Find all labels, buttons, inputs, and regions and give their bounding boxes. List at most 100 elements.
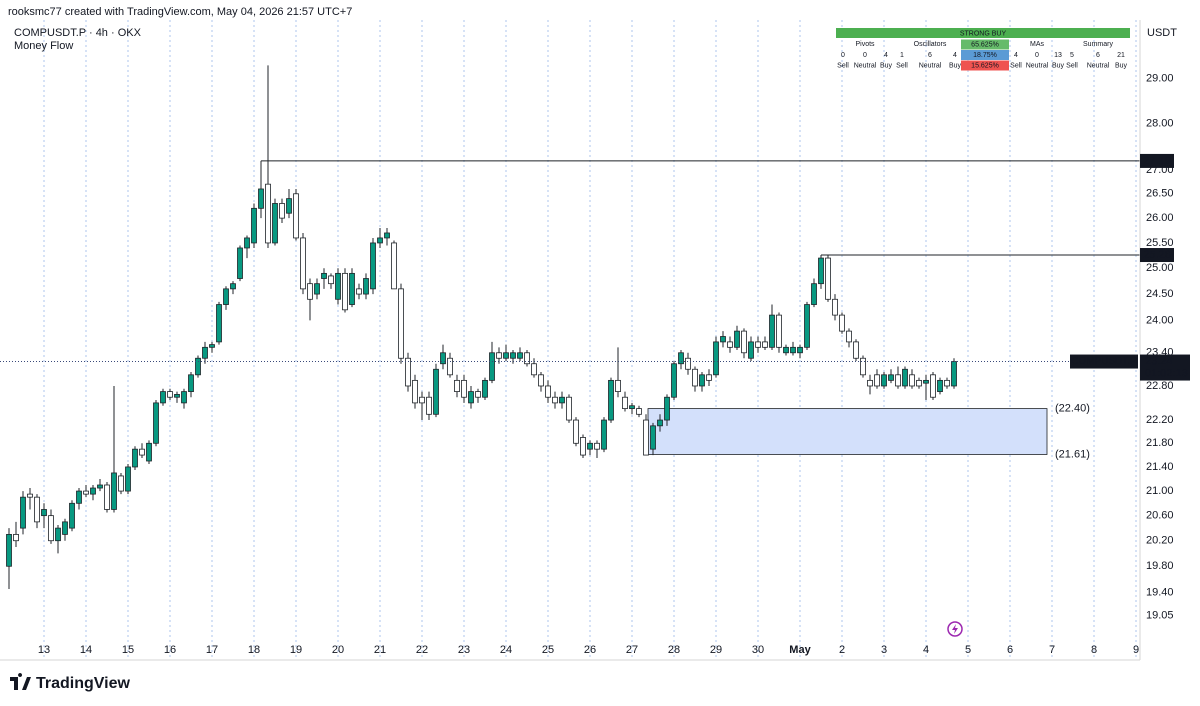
candle-body [531, 363, 537, 376]
candle-body [97, 484, 103, 489]
candle [552, 391, 558, 409]
countdown: 01:02:13 [1145, 367, 1188, 379]
candle-body [916, 379, 922, 387]
candle [272, 198, 278, 246]
candle [209, 341, 215, 353]
x-tick-label: 17 [206, 644, 218, 656]
rating-count: 4 [953, 52, 957, 59]
candle-body [636, 408, 642, 415]
candle-body [230, 283, 236, 290]
candle [202, 341, 208, 364]
candle-body [202, 346, 208, 359]
candle-body [209, 344, 215, 348]
candle [622, 391, 628, 412]
candle-body [160, 391, 166, 404]
candle-body [657, 419, 663, 427]
symbol-label: COMPUSDT.P [1071, 356, 1137, 367]
candle [664, 394, 670, 426]
candle [398, 283, 404, 364]
x-tick-label: 4 [923, 644, 929, 656]
candle [853, 339, 859, 361]
candle-body [391, 242, 397, 290]
candle-body [174, 394, 180, 398]
x-tick-label: 15 [122, 644, 134, 656]
candle-body [748, 341, 754, 359]
candle-body [706, 374, 712, 381]
candle [251, 203, 257, 248]
candle-body [384, 232, 390, 239]
candle [804, 301, 810, 351]
candle-body [629, 405, 635, 409]
candle [734, 325, 740, 351]
candle [818, 255, 824, 289]
candle-body [839, 314, 845, 332]
candle-body [538, 374, 544, 387]
rating-count: 4 [884, 52, 888, 59]
candle-body [307, 283, 313, 300]
candle-body [447, 357, 453, 376]
candle [349, 268, 355, 308]
rating-label: Neutral [854, 62, 877, 69]
candle-body [300, 237, 306, 290]
candle-body [237, 247, 243, 279]
candle [811, 278, 817, 308]
candle [153, 400, 159, 447]
y-tick-label: 22.80 [1146, 380, 1174, 392]
candle [657, 414, 663, 432]
rating-percent-cell [961, 50, 1009, 60]
candle-body [356, 288, 362, 295]
y-tick-label: 20.60 [1146, 510, 1174, 522]
candle [559, 391, 565, 409]
candle [720, 331, 726, 348]
candle-body [55, 527, 61, 542]
candle [391, 240, 397, 290]
candle-body [258, 188, 264, 209]
candle [678, 350, 684, 370]
candle [328, 273, 334, 289]
candle-body [923, 379, 929, 384]
candle [713, 336, 719, 378]
y-tick-label: 24.00 [1146, 314, 1174, 326]
candle-body [335, 272, 341, 300]
candle [412, 374, 418, 409]
y-tick-label: 26.00 [1146, 212, 1174, 224]
candle-body [622, 396, 628, 409]
candle-body [671, 363, 677, 398]
candle [538, 372, 544, 392]
x-tick-label: 22 [416, 644, 428, 656]
candle [461, 374, 467, 403]
x-tick-label: 23 [458, 644, 470, 656]
rating-percent: 65.625% [971, 41, 999, 48]
rating-label: Sell [1010, 62, 1022, 69]
price-tag [1140, 354, 1190, 381]
candle [650, 422, 656, 456]
zone-label: (22.40) [1055, 402, 1090, 414]
candle [97, 478, 103, 492]
candle-body [34, 496, 40, 523]
y-tick-label: 19.80 [1146, 560, 1174, 572]
candle-body [223, 288, 229, 305]
candle [692, 366, 698, 392]
candle-body [440, 352, 446, 365]
candle-body [286, 198, 292, 214]
candle-body [902, 368, 908, 387]
candle-body [48, 515, 54, 542]
candle [580, 434, 586, 459]
candle-body [153, 402, 159, 444]
candle [363, 273, 369, 300]
x-tick-label: 26 [584, 644, 596, 656]
candle-body [104, 484, 110, 510]
y-tick-label: 21.80 [1146, 437, 1174, 449]
candle-body [503, 352, 509, 359]
candle-body [244, 237, 250, 249]
rating-percent: 18.75% [973, 52, 997, 59]
candle-body [811, 283, 817, 305]
candle-body [797, 346, 803, 354]
candle [608, 377, 614, 423]
candle [321, 268, 327, 289]
candle [447, 352, 453, 378]
x-tick-label: 5 [965, 644, 971, 656]
candle [377, 227, 383, 248]
y-tick-label: 25.50 [1146, 237, 1174, 249]
